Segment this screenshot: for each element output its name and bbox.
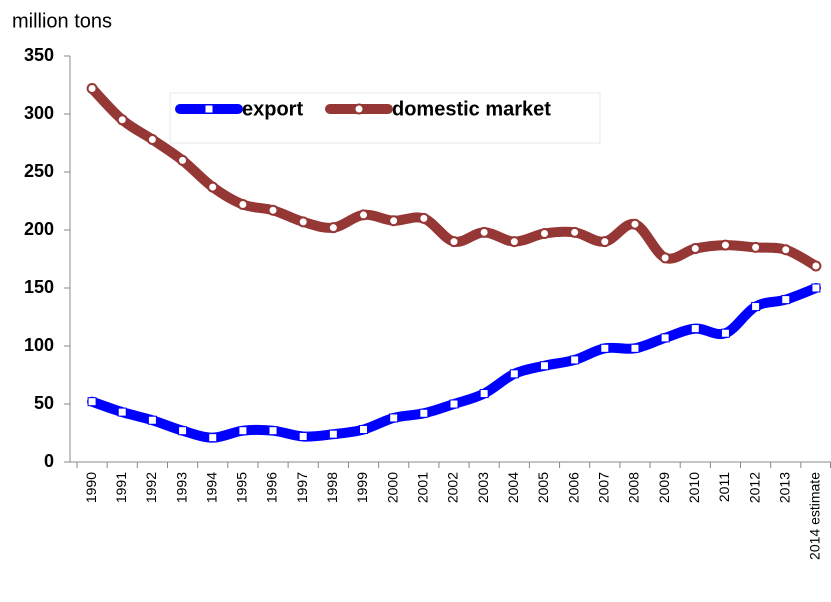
x-tick-label: 2009 (656, 472, 672, 503)
x-tick-label: 1997 (294, 472, 310, 503)
x-tick-label: 2001 (415, 472, 431, 503)
marker (509, 369, 519, 379)
marker (630, 343, 640, 353)
marker (268, 426, 278, 436)
x-tick-label: 2000 (384, 472, 400, 503)
marker (418, 212, 430, 224)
x-tick-label: 1992 (143, 472, 159, 503)
legend-box (169, 92, 601, 144)
marker (146, 134, 158, 146)
marker (600, 343, 610, 353)
marker (659, 252, 671, 264)
x-tick-label: 2005 (535, 472, 551, 503)
y-tick-label: 250 (24, 161, 54, 181)
legend-label: domestic market (392, 98, 551, 120)
marker (353, 103, 365, 115)
marker (147, 415, 157, 425)
x-tick-label: 1991 (113, 472, 129, 503)
x-tick-label: 2006 (565, 472, 581, 503)
marker (208, 433, 218, 443)
x-tick-label: 2004 (505, 472, 521, 503)
x-tick-label: 1999 (354, 472, 370, 503)
x-tick-label: 1998 (324, 472, 340, 503)
y-tick-label: 350 (24, 45, 54, 65)
marker (569, 226, 581, 238)
marker (358, 209, 370, 221)
marker (750, 241, 762, 253)
x-tick-label: 2013 (776, 472, 792, 503)
x-tick-label: 2007 (596, 472, 612, 503)
marker (660, 333, 670, 343)
y-axis-label: million tons (12, 10, 112, 32)
marker (810, 260, 822, 272)
marker (751, 302, 761, 312)
x-tick-label: 1996 (264, 472, 280, 503)
marker (297, 216, 309, 228)
x-tick-label: 1990 (83, 472, 99, 503)
marker (780, 244, 792, 256)
marker (508, 236, 520, 248)
x-tick-label: 2003 (475, 472, 491, 503)
marker (538, 227, 550, 239)
marker (389, 413, 399, 423)
marker (298, 431, 308, 441)
y-tick-label: 100 (24, 335, 54, 355)
y-tick-label: 200 (24, 219, 54, 239)
marker (327, 222, 339, 234)
marker (781, 295, 791, 305)
marker (359, 425, 369, 435)
marker (87, 397, 97, 407)
y-tick-label: 150 (24, 277, 54, 297)
marker (720, 328, 730, 338)
legend-label: export (242, 98, 303, 120)
y-tick-label: 0 (44, 451, 54, 471)
marker (86, 82, 98, 94)
marker (479, 389, 489, 399)
marker (690, 324, 700, 334)
marker (449, 399, 459, 409)
marker (689, 243, 701, 255)
marker (267, 204, 279, 216)
marker (478, 226, 490, 238)
marker (539, 361, 549, 371)
x-tick-label: 2011 (716, 472, 732, 502)
marker (811, 283, 821, 293)
line (87, 283, 821, 443)
marker (419, 408, 429, 418)
marker (204, 104, 214, 114)
marker (177, 154, 189, 166)
y-tick-label: 50 (34, 393, 54, 413)
marker (116, 114, 128, 126)
marker (570, 355, 580, 365)
marker (388, 215, 400, 227)
marker (207, 181, 219, 193)
marker (328, 429, 338, 439)
marker (719, 239, 731, 251)
marker (599, 236, 611, 248)
marker (178, 426, 188, 436)
x-tick-label: 2014 estimate (807, 472, 823, 560)
marker (629, 218, 641, 230)
legend: export domestic market (175, 98, 551, 120)
marker (238, 426, 248, 436)
x-tick-label: 2008 (626, 472, 642, 503)
x-tick-label: 1995 (234, 472, 250, 503)
marker (237, 198, 249, 210)
y-tick-label: 300 (24, 103, 54, 123)
marker (117, 407, 127, 417)
x-tick-label: 2010 (686, 472, 702, 503)
x-tick-label: 2002 (445, 472, 461, 503)
x-tick-label: 1994 (203, 472, 219, 503)
x-tick-label: 1993 (173, 472, 189, 503)
marker (448, 236, 460, 248)
x-tick-label: 2012 (746, 472, 762, 503)
